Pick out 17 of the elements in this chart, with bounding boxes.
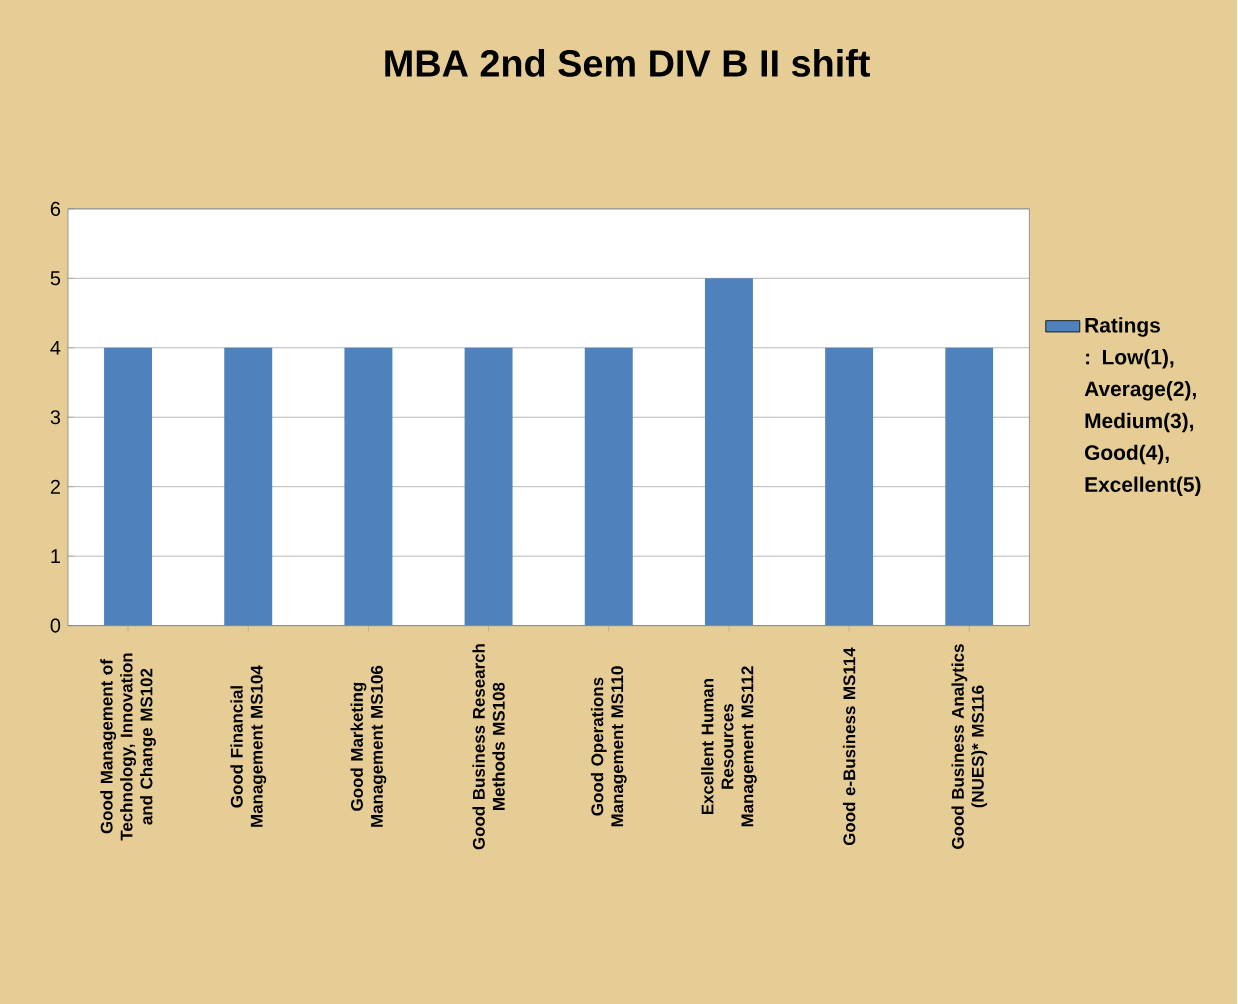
chart-title: MBA 2nd Sem DIV B II shift — [385, 48, 870, 77]
x-tick-label: Good e-Business MS114 — [842, 647, 856, 845]
y-tick-label: 0 — [50, 618, 61, 633]
x-tick-label: Good Operations Management MS110 — [590, 666, 627, 827]
y-tick-label: 2 — [50, 479, 60, 494]
y-tick-label: 6 — [50, 201, 61, 216]
x-tick-label: Good Management of Technology, Innovation and Change MS102 — [100, 653, 156, 841]
x-tick-label: Good Financial Management MS104 — [230, 665, 267, 827]
x-tick-label: Good Business Research Methods MS108 — [472, 644, 505, 850]
x-tick-label: Good Marketing Management MS106 — [350, 665, 387, 827]
legend-label: Ratings : Low(1), Average(2), Medium(3), Good(4), Excellent(5) — [1084, 317, 1201, 496]
y-tick-label: 4 — [50, 340, 61, 355]
x-tick-label: Good Business Analytics (NUES)* MS116 — [951, 644, 988, 849]
y-tick-label: 3 — [50, 410, 61, 425]
x-tick-label: Excellent Human Resources Management MS112 — [701, 666, 757, 827]
y-tick-label: 1 — [51, 549, 60, 563]
y-tick-label: 5 — [50, 271, 61, 286]
